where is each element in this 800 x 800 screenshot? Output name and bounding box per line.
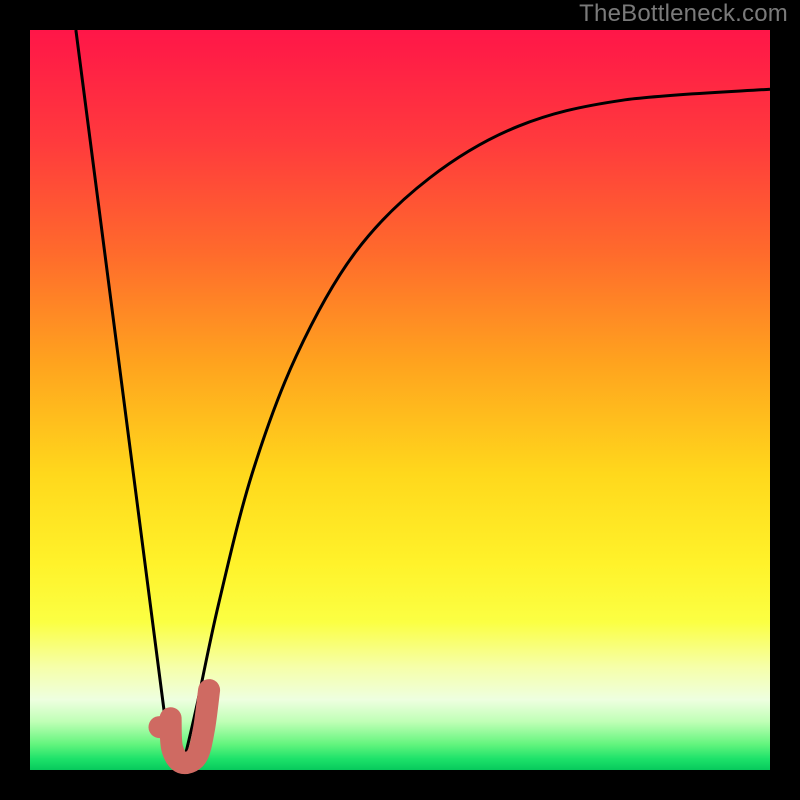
chart-stage: TheBottleneck.com [0, 0, 800, 800]
plot-background [30, 30, 770, 770]
watermark-text: TheBottleneck.com [579, 0, 788, 28]
bottleneck-chart [0, 0, 800, 800]
